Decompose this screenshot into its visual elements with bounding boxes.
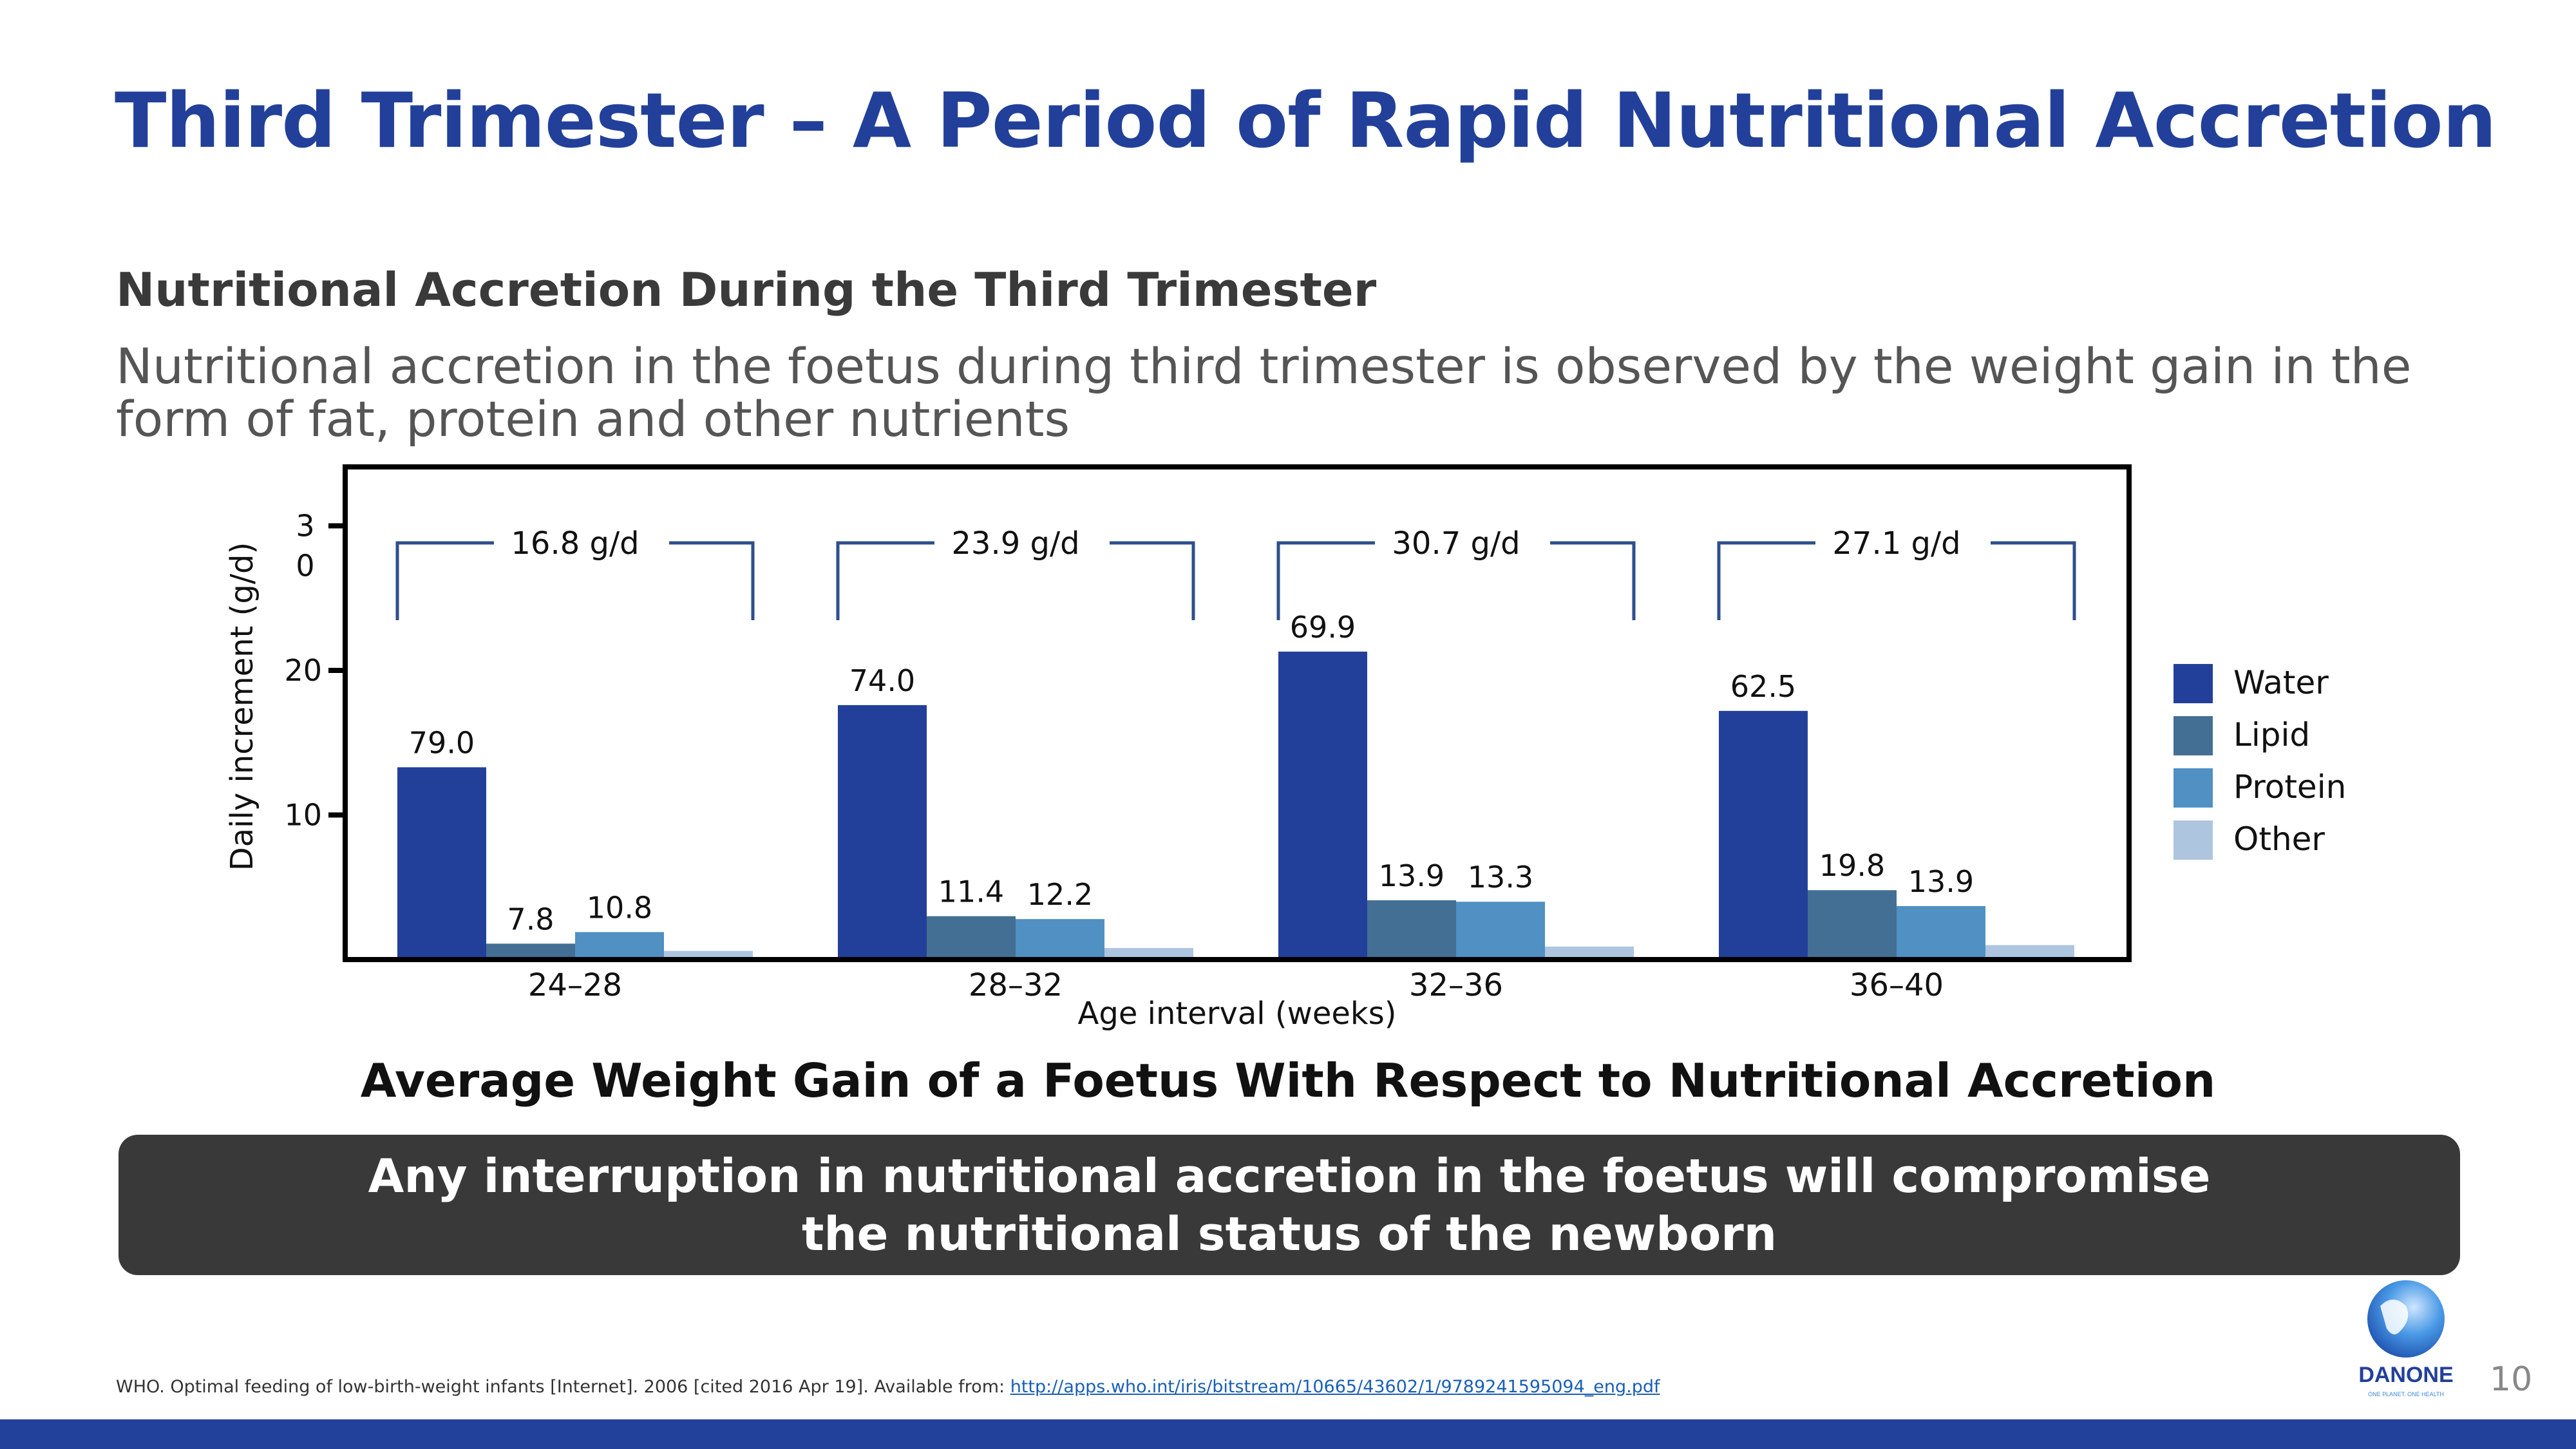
body-text: Nutritional accretion in the foetus duri… (116, 337, 2412, 448)
legend-swatch-other (2174, 820, 2213, 860)
callout-line-2: the nutritional status of the newborn (801, 1207, 1777, 1261)
section-heading: Nutritional Accretion During the Third T… (116, 263, 1377, 317)
bar-lipid (486, 943, 575, 960)
danone-logo: DANONE ONE PLANET. ONE HEALTH (2358, 1280, 2454, 1397)
bar-water (1719, 710, 1808, 960)
data-label: 10.8 (587, 890, 652, 925)
y-tick-label: 3 (296, 509, 314, 544)
legend-label: Other (2233, 820, 2325, 858)
data-label: 13.9 (1379, 858, 1444, 893)
logo-wordmark: DANONE (2358, 1363, 2453, 1387)
bar-protein (1897, 905, 1985, 960)
data-label: 7.8 (507, 902, 554, 936)
x-tick-label: 24–28 (528, 967, 622, 1003)
bar-water (1278, 651, 1367, 960)
data-label: 13.3 (1468, 860, 1533, 895)
footnote-link[interactable]: http://apps.who.int/iris/bitstream/10665… (1010, 1377, 1660, 1397)
x-tick-label: 36–40 (1850, 967, 1944, 1003)
group-total-label: 16.8 g/d (511, 526, 639, 562)
footnote: WHO. Optimal feeding of low-birth-weight… (116, 1377, 1660, 1397)
bar-protein (1016, 919, 1104, 960)
child-star-icon (2380, 1300, 2409, 1334)
group-total-bracket (1717, 541, 2076, 620)
data-label: 11.4 (938, 875, 1004, 909)
legend-label: Protein (2233, 768, 2346, 806)
legend-swatch-lipid (2174, 716, 2213, 755)
legend-swatch-protein (2174, 768, 2213, 808)
x-tick-label: 28–32 (969, 967, 1063, 1003)
group-total-bracket (395, 541, 755, 620)
group-total-label: 27.1 g/d (1832, 526, 1960, 562)
callout-line-1: Any interruption in nutritional accretio… (368, 1149, 2211, 1203)
data-label: 19.8 (1819, 848, 1885, 883)
logo-tagline: ONE PLANET. ONE HEALTH (2368, 1391, 2444, 1397)
group-total-label: 23.9 g/d (951, 526, 1079, 562)
legend-label: Water (2233, 664, 2329, 701)
bar-protein (1456, 902, 1545, 960)
bar-lipid (927, 916, 1016, 960)
bar-other (1545, 946, 1634, 960)
y-tick-label: 10 (284, 798, 322, 833)
group-total-label: 30.7 g/d (1392, 526, 1520, 562)
data-label: 13.9 (1908, 864, 1974, 899)
y-axis-label: Daily increment (g/d) (224, 542, 260, 871)
data-label: 62.5 (1730, 669, 1796, 704)
y-tick-label: 0 (296, 549, 314, 583)
data-label: 79.0 (409, 725, 475, 760)
data-label: 12.2 (1027, 877, 1093, 912)
bar-other (1985, 945, 2074, 960)
y-tick-label: 20 (284, 653, 322, 688)
legend-swatch-water (2174, 664, 2213, 703)
x-tick-label: 32–36 (1409, 967, 1503, 1003)
plot-frame (343, 464, 2132, 962)
footnote-text: WHO. Optimal feeding of low-birth-weight… (116, 1377, 1010, 1397)
bar-water (397, 767, 486, 960)
data-label: 74.0 (849, 663, 915, 698)
group-total-bracket (836, 541, 1195, 620)
bottom-bar (0, 1419, 2576, 1449)
page-number: 10 (2490, 1360, 2533, 1399)
bar-other (1104, 948, 1193, 960)
bar-lipid (1367, 900, 1456, 960)
bar-protein (575, 932, 664, 960)
bar-water (838, 705, 927, 960)
legend-label: Lipid (2233, 716, 2310, 753)
chart-caption: Average Weight Gain of a Foetus With Res… (360, 1054, 2216, 1108)
group-total-bracket (1276, 541, 1636, 620)
page-title: Third Trimester – A Period of Rapid Nutr… (115, 76, 2497, 165)
bar-lipid (1808, 890, 1897, 960)
x-axis-label: Age interval (weeks) (1078, 996, 1397, 1032)
data-label: 69.9 (1290, 610, 1356, 645)
callout-box: Any interruption in nutritional accretio… (118, 1135, 2460, 1275)
bar-chart: 79.0 74.0 69.9 62.5 7.8 11.4 13.9 19.8 10.8 12.2 1… (224, 464, 2346, 1032)
